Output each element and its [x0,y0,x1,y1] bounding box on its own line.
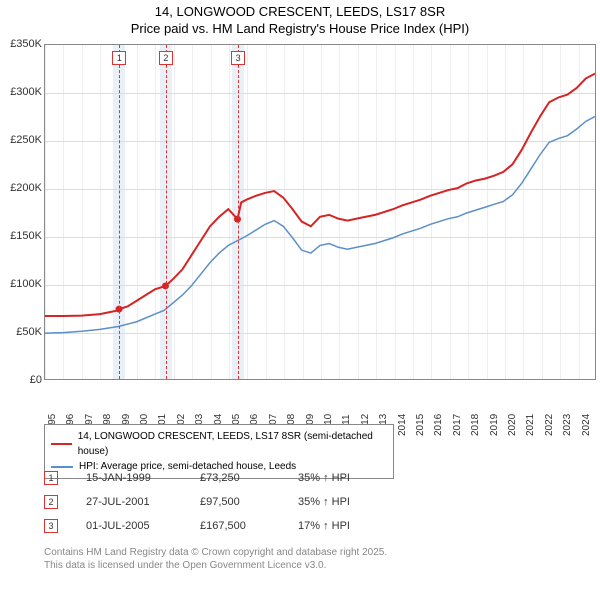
marker-box: 1 [112,51,126,65]
x-tick-label: 2014 [397,414,408,436]
marker-pct: 35% ↑ HPI [298,472,378,484]
marker-price: £97,500 [200,496,270,508]
y-tick-label: £100K [10,278,42,290]
marker-box: 2 [159,51,173,65]
marker-price: £73,250 [200,472,270,484]
marker-table-row: 3 01-JUL-2005 £167,500 17% ↑ HPI [44,514,378,538]
x-tick-label: 2020 [507,414,518,436]
y-axis: £0£50K£100K£150K£200K£250K£300K£350K [0,44,44,380]
marker-date: 27-JUL-2001 [86,496,172,508]
marker-table-row: 2 27-JUL-2001 £97,500 35% ↑ HPI [44,490,378,514]
marker-table: 1 15-JAN-1999 £73,250 35% ↑ HPI 2 27-JUL-2001… [44,466,378,538]
legend-swatch [51,443,72,445]
x-tick-label: 2016 [433,414,444,436]
x-tick-label: 2015 [415,414,426,436]
title-line2: Price paid vs. HM Land Registry's House … [131,21,469,36]
y-tick-label: £0 [30,374,42,386]
legend-label: 14, LONGWOOD CRESCENT, LEEDS, LS17 8SR (… [78,429,387,459]
footer-line1: Contains HM Land Registry data © Crown c… [44,547,387,558]
chart-title: 14, LONGWOOD CRESCENT, LEEDS, LS17 8SR P… [0,0,600,38]
marker-table-box: 2 [44,495,58,509]
x-tick-label: 2024 [581,414,592,436]
plot-svg [45,45,595,379]
series-line-hpi [45,117,595,334]
x-axis: 1995199619971998199920002001200220032004… [44,382,596,422]
footer-line2: This data is licensed under the Open Gov… [44,560,326,571]
legend-item: 14, LONGWOOD CRESCENT, LEEDS, LS17 8SR (… [51,429,387,459]
marker-price: £167,500 [200,520,270,532]
marker-table-box: 3 [44,519,58,533]
x-tick-label: 2022 [544,414,555,436]
x-tick-label: 2023 [562,414,573,436]
marker-table-row: 1 15-JAN-1999 £73,250 35% ↑ HPI [44,466,378,490]
y-tick-label: £50K [16,326,42,338]
x-tick-label: 2021 [525,414,536,436]
marker-date: 15-JAN-1999 [86,472,172,484]
marker-box: 3 [231,51,245,65]
marker-line [166,45,167,379]
footer: Contains HM Land Registry data © Crown c… [44,546,387,572]
marker-date: 01-JUL-2005 [86,520,172,532]
y-tick-label: £200K [10,182,42,194]
marker-pct: 35% ↑ HPI [298,496,378,508]
title-line1: 14, LONGWOOD CRESCENT, LEEDS, LS17 8SR [155,4,445,19]
plot-area: 1 2 3 [44,44,596,380]
x-tick-label: 2018 [470,414,481,436]
y-tick-label: £300K [10,86,42,98]
marker-line [238,45,239,379]
x-tick-label: 2017 [452,414,463,436]
y-tick-label: £350K [10,38,42,50]
x-tick-label: 2019 [489,414,500,436]
marker-pct: 17% ↑ HPI [298,520,378,532]
y-tick-label: £150K [10,230,42,242]
marker-line [119,45,120,379]
chart-container: 14, LONGWOOD CRESCENT, LEEDS, LS17 8SR P… [0,0,600,590]
marker-table-box: 1 [44,471,58,485]
y-tick-label: £250K [10,134,42,146]
